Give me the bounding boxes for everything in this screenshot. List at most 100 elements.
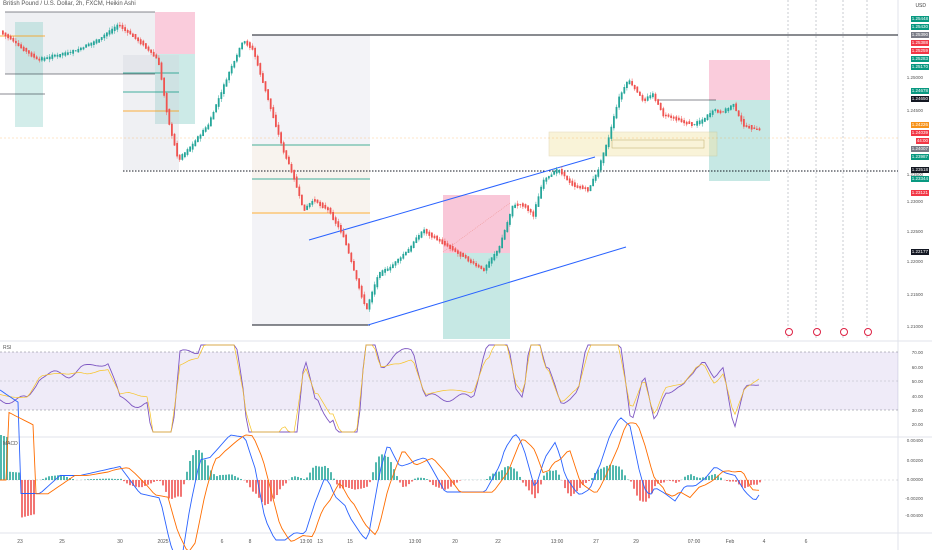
- macd-bar: [186, 471, 188, 480]
- macd-bar: [753, 480, 755, 485]
- candle-body: [662, 108, 665, 117]
- candle-body: [433, 235, 436, 239]
- rsi-pane[interactable]: [0, 344, 898, 433]
- candle-body: [553, 171, 555, 175]
- macd-bar: [237, 477, 239, 480]
- candle-body: [379, 271, 381, 278]
- macd-bar: [282, 480, 284, 486]
- macd-bar: [228, 474, 230, 480]
- macd-bar: [426, 479, 428, 480]
- price-label[interactable]: 1.23987: [910, 154, 929, 160]
- rsi-tick: 30.00: [911, 408, 923, 413]
- price-label[interactable]: 44:00: [915, 138, 929, 144]
- price-label[interactable]: 1.24226: [910, 122, 929, 128]
- macd-bar: [360, 480, 362, 489]
- macd-bar: [330, 472, 332, 480]
- price-label[interactable]: 1.24678: [910, 88, 929, 94]
- position-zones[interactable]: [5, 12, 770, 339]
- price-label[interactable]: 1.25170: [910, 64, 929, 70]
- macd-bar: [375, 462, 377, 480]
- candle-body: [542, 179, 545, 189]
- candle-body: [399, 257, 402, 261]
- candle-body: [67, 52, 69, 55]
- candle-body: [431, 232, 433, 238]
- candle-body: [337, 221, 340, 228]
- macd-bar: [303, 479, 305, 480]
- macd-bar: [381, 454, 383, 480]
- candles[interactable]: [2, 21, 761, 312]
- rsi-tick: 20.00: [911, 422, 923, 427]
- macd-bar: [363, 480, 365, 488]
- price-label[interactable]: 1.22177: [910, 249, 929, 255]
- time-tick: 29: [633, 539, 639, 545]
- time-tick: Feb: [725, 539, 735, 545]
- trend-channel[interactable]: [308, 156, 627, 326]
- macd-pane[interactable]: [0, 389, 898, 550]
- price-label[interactable]: 1.25430: [910, 24, 929, 30]
- price-label[interactable]: 1.25390: [910, 32, 929, 38]
- price-label[interactable]: 1.25448: [910, 16, 929, 22]
- candle-body: [524, 204, 527, 208]
- candle-body: [743, 119, 745, 127]
- macd-bar: [615, 465, 617, 480]
- candle-body: [623, 86, 626, 94]
- price-label[interactable]: 1.24039: [910, 130, 929, 136]
- candle-body: [288, 156, 290, 165]
- macd-bar: [18, 472, 20, 480]
- zone-box: [252, 35, 370, 325]
- macd-bar: [621, 469, 623, 480]
- candle-body: [490, 257, 493, 264]
- candle-body: [181, 154, 184, 160]
- price-label[interactable]: 1.23518: [910, 167, 929, 173]
- candle-body: [155, 54, 158, 59]
- candle-body: [626, 81, 628, 89]
- macd-bar: [720, 477, 722, 480]
- candle-body: [488, 261, 490, 268]
- candle-body: [295, 176, 298, 188]
- macd-bar: [177, 480, 179, 497]
- currency-label[interactable]: USD: [915, 3, 926, 9]
- macd-bar: [411, 480, 413, 482]
- candle-body: [722, 111, 724, 113]
- price-label[interactable]: 1.25283: [910, 56, 929, 62]
- price-tick: 1.25000: [906, 75, 923, 80]
- candle-body: [444, 240, 446, 246]
- rsi-tick: 70.00: [911, 350, 923, 355]
- price-pane[interactable]: [0, 0, 898, 340]
- candle-body: [152, 51, 155, 57]
- price-label[interactable]: 1.23344: [910, 176, 929, 182]
- macd-bar: [111, 478, 113, 480]
- candle-body: [462, 252, 464, 257]
- us-flag-icon[interactable]: [785, 328, 793, 336]
- price-label[interactable]: 1.25388: [910, 40, 929, 46]
- macd-bar: [117, 478, 119, 480]
- horizontal-levels[interactable]: [0, 11, 898, 326]
- channel-upper-line: [308, 156, 596, 241]
- rsi-tick: 40.00: [911, 394, 923, 399]
- macd-bar: [453, 480, 455, 485]
- macd-bar: [3, 436, 5, 480]
- candle-body: [649, 95, 652, 99]
- macd-bar: [663, 480, 665, 483]
- price-label[interactable]: 1.24007: [910, 146, 929, 152]
- macd-bar: [498, 471, 500, 480]
- symbol-title[interactable]: British Pound / U.S. Dollar, 2h, FXCM, H…: [3, 1, 136, 7]
- candle-body: [394, 261, 397, 266]
- macd-bar: [489, 476, 491, 480]
- price-label[interactable]: 1.25259: [910, 48, 929, 54]
- macd-bar: [225, 474, 227, 480]
- us-flag-icon[interactable]: [840, 328, 848, 336]
- price-label[interactable]: 1.23121: [910, 190, 929, 196]
- price-label[interactable]: 1.24650: [910, 96, 929, 102]
- rsi-label[interactable]: RSI: [3, 345, 12, 351]
- candle-body: [602, 152, 605, 164]
- candle-body: [584, 187, 587, 190]
- candle-body: [134, 34, 137, 39]
- us-flag-icon[interactable]: [813, 328, 821, 336]
- candle-body: [680, 118, 683, 123]
- candle-body: [30, 52, 33, 57]
- us-flag-icon[interactable]: [864, 328, 872, 336]
- candle-body: [670, 115, 672, 118]
- macd-label[interactable]: MACD: [3, 441, 18, 447]
